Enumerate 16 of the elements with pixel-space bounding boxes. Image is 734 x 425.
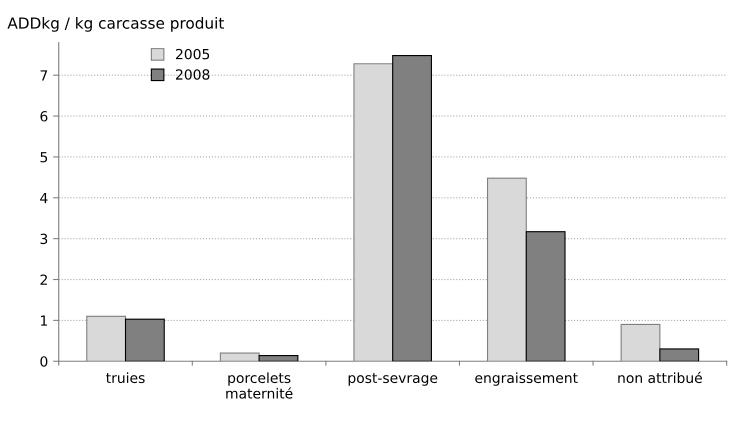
y-tick-label: 1: [40, 316, 48, 326]
chart-title: ADDkg / kg carcasse produit: [7, 17, 224, 32]
legend-label: 2008: [176, 69, 210, 80]
y-tick-label: 4: [40, 192, 48, 204]
x-tick-label: porcelets maternité: [226, 372, 292, 399]
x-tick-label: post-sevrage: [348, 373, 438, 386]
x-tick-label: engraissement: [475, 372, 578, 386]
y-tick-label: 7: [40, 70, 48, 80]
legend-label: 2005: [176, 48, 210, 60]
x-tick-label: non attribué: [618, 372, 702, 384]
y-tick-label: 6: [40, 111, 48, 122]
y-tick-label: 5: [40, 152, 48, 162]
y-tick-label: 2: [40, 274, 47, 285]
y-tick-label: 0: [40, 356, 48, 367]
y-tick-label: 3: [40, 234, 48, 244]
x-tick-label: truies: [106, 372, 145, 384]
